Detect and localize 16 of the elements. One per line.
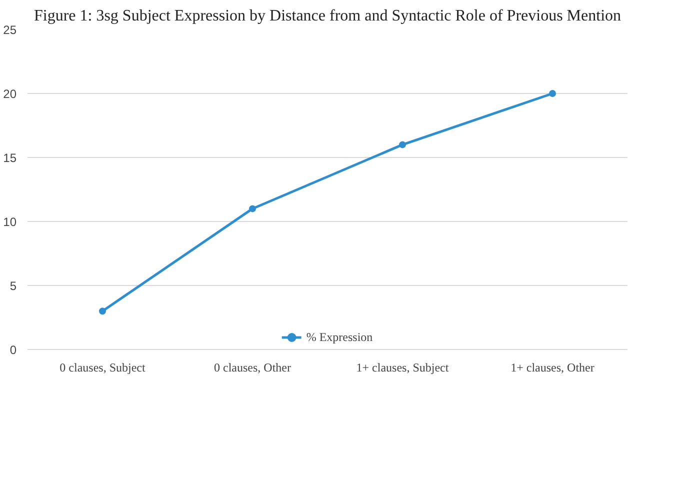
y-tick-label: 5 bbox=[10, 279, 17, 293]
y-tick-label: 0 bbox=[10, 343, 17, 357]
chart-title: Figure 1: 3sg Subject Expression by Distance from and Syntactic Role of Previous Mention bbox=[34, 8, 622, 24]
point bbox=[249, 205, 256, 212]
y-tick-label: 20 bbox=[3, 87, 17, 101]
x-tick-label: 0 clauses, Other bbox=[214, 360, 291, 374]
x-tick-label: 1+ clauses, Subject bbox=[356, 360, 450, 374]
y-tick-label: 10 bbox=[3, 215, 17, 229]
y-tick-label: 15 bbox=[3, 151, 17, 165]
point bbox=[99, 308, 106, 315]
point bbox=[549, 90, 556, 97]
y-tick-label: 25 bbox=[3, 23, 17, 37]
legend-label: % Expression bbox=[306, 330, 373, 344]
x-tick-label: 0 clauses, Subject bbox=[60, 360, 146, 374]
point bbox=[399, 141, 406, 148]
x-tick-label: 1+ clauses, Other bbox=[510, 360, 594, 374]
